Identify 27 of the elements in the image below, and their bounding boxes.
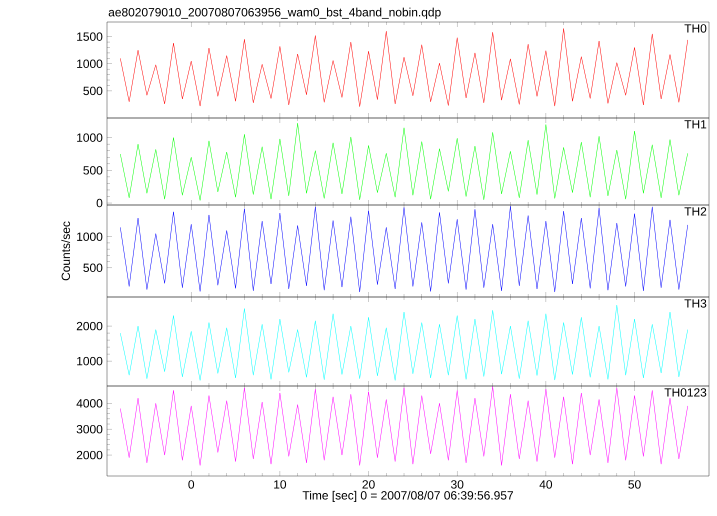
x-tick-label: 20 (362, 480, 375, 489)
y-tick-label: 2000 (76, 450, 102, 460)
series-label: TH2 (684, 207, 706, 216)
y-tick-label: 500 (83, 86, 102, 96)
x-tick-label: 10 (274, 480, 286, 489)
series-label: TH3 (684, 299, 706, 308)
y-tick-label: 0 (96, 198, 102, 208)
x-tick-label: 30 (451, 480, 464, 489)
series-label: TH0123 (664, 388, 706, 397)
y-tick-label: 1000 (77, 356, 102, 366)
y-tick-label: 1000 (77, 232, 102, 241)
y-tick-label: 500 (83, 264, 102, 272)
x-tick-label: 0 (188, 480, 194, 489)
x-axis-title: Time [sec] 0 = 2007/08/07 06:39:56.957 (302, 490, 514, 502)
y-axis-title: Counts/sec (61, 221, 70, 280)
y-tick-label: 2000 (76, 322, 102, 330)
y-tick-label: 3000 (76, 424, 102, 434)
x-tick-label: 50 (628, 480, 641, 489)
y-tick-label: 4000 (76, 399, 102, 408)
series-label: TH0 (684, 24, 706, 33)
y-tick-label: 1000 (77, 133, 102, 142)
y-tick-label: 1500 (77, 32, 102, 41)
y-tick-label: 1000 (77, 60, 102, 68)
y-tick-label: 500 (83, 166, 102, 175)
chart-title: ae802079010_20070807063956_wam0_bst_4band_nobin.qdp (108, 8, 441, 19)
series-label: TH1 (684, 120, 706, 128)
x-tick-label: 40 (540, 480, 552, 489)
